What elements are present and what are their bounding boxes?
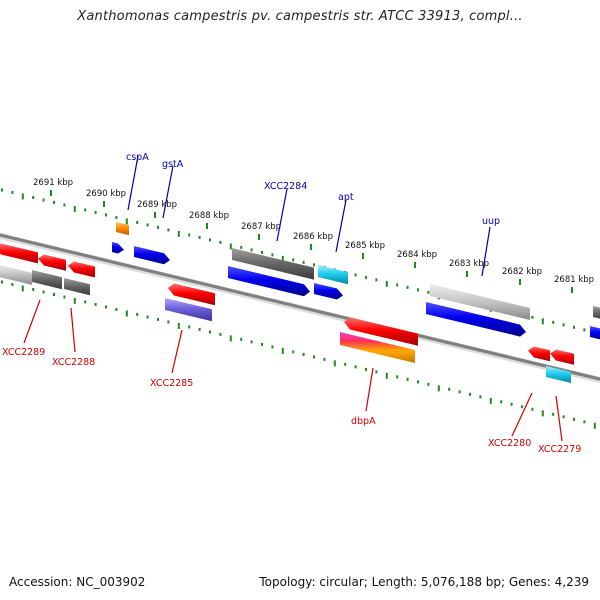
gene-red[interactable] [68,261,95,278]
gene-red[interactable] [344,317,418,346]
gene-darkgray[interactable] [32,270,62,290]
kbp-label: 2688 kbp [189,211,229,221]
gene-blue[interactable] [228,266,310,297]
scale-ticks-lower [1,280,596,429]
gene-cyan[interactable] [318,265,348,285]
scale-ticks-upper [1,188,596,337]
map-title: Xanthomonas campestris pv. campestris st… [77,9,523,24]
gene-blue[interactable] [426,302,526,337]
callout-line [171,329,183,374]
gene-cyan[interactable] [546,366,571,384]
gene-red[interactable] [0,243,38,264]
kbp-label: 2691 kbp [33,178,73,188]
gene-darkgray[interactable] [64,278,90,296]
kbp-label: 2685 kbp [345,241,385,251]
gene-red[interactable] [528,346,550,362]
topology-summary: Topology: circular; Length: 5,076,188 bp… [259,575,589,589]
backbone-line [0,233,600,381]
callout-line [481,226,491,277]
gene-label-cspa[interactable]: cspA [126,152,149,163]
kbp-label: 2682 kbp [502,267,542,277]
gene-callouts[interactable]: cspA gstA XCC2284 apt uup XCC2289 XCC2288 XCC22… [2,152,581,455]
gene-lightgray[interactable] [0,264,32,285]
callout-line [511,392,533,437]
kbp-label: 2686 kbp [293,232,333,242]
gene-blue[interactable] [112,242,124,254]
kbp-label: 2690 kbp [86,189,126,199]
gene-label-xcc2288[interactable]: XCC2288 [52,357,95,368]
gene-label-gsta[interactable]: gstA [162,159,184,170]
callout-line [23,299,41,344]
kbp-label: 2689 kbp [137,200,177,210]
kbp-label: 2684 kbp [397,250,437,260]
gene-blue[interactable] [590,326,600,341]
gene-label-dbpa[interactable]: dbpA [351,416,376,427]
callout-line [162,165,174,219]
gene-red[interactable] [550,349,574,365]
callout-line [276,188,288,242]
gene-purple[interactable] [165,298,212,322]
gene-blue[interactable] [134,246,170,265]
scale-labels: 2691 kbp 2690 kbp 2689 kbp 2688 kbp 2687 kbp… [33,178,594,293]
callout-line [127,155,139,211]
callout-line [365,367,374,412]
callout-line [335,199,347,253]
gene-lightgray[interactable] [430,284,530,321]
gene-red[interactable] [38,254,66,271]
gene-darkgray[interactable] [593,306,600,320]
kbp-label: 2683 kbp [449,259,489,269]
gene-label-xcc2285[interactable]: XCC2285 [150,378,193,389]
gene-label-xcc2279[interactable]: XCC2279 [538,444,581,455]
accession-label: Accession: NC_003902 [9,575,146,589]
gene-orange[interactable] [116,222,129,236]
kbp-label: 2681 kbp [554,275,594,285]
gene-label-xcc2289[interactable]: XCC2289 [2,347,45,358]
gene-label-xcc2284[interactable]: XCC2284 [264,181,307,192]
kbp-label: 2687 kbp [241,222,281,232]
gene-red[interactable] [168,283,215,306]
gene-darkgray[interactable] [232,248,314,280]
gene-features[interactable] [0,222,600,384]
callout-line [70,307,76,353]
gene-label-xcc2280[interactable]: XCC2280 [488,438,531,449]
gene-label-uup[interactable]: uup [482,216,500,227]
gene-label-apt[interactable]: apt [338,192,354,203]
gene-multicolor[interactable] [340,332,415,364]
gene-blue[interactable] [314,283,343,300]
callout-line [555,395,563,442]
chromosome-backbone [0,232,600,384]
